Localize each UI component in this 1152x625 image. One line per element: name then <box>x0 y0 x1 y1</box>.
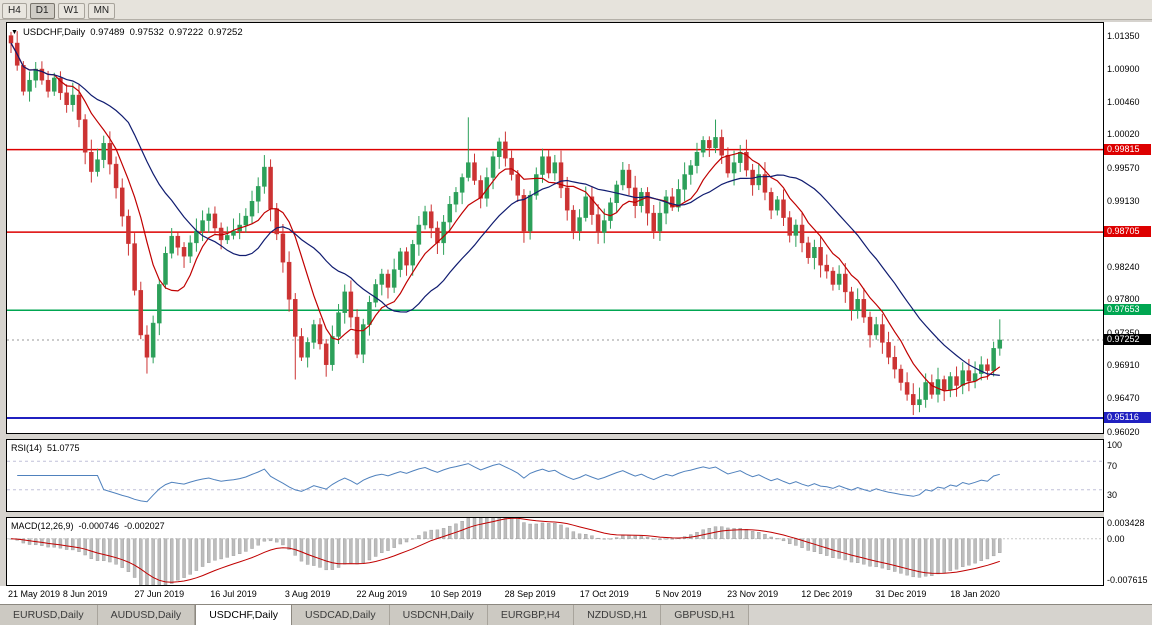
date-label: 8 Jun 2019 <box>62 589 108 599</box>
current-price-badge: 0.97252 <box>1104 334 1151 345</box>
rsi-line <box>17 463 1000 503</box>
date-label: 28 Sep 2019 <box>504 589 556 599</box>
date-label: 3 Aug 2019 <box>284 589 331 599</box>
chart-tab-audusd[interactable]: AUDUSD,Daily <box>97 605 196 625</box>
macd-header: MACD(12,26,9) -0.000746 -0.002027 <box>11 521 170 531</box>
rsi-chart <box>7 460 1103 503</box>
macd-signal-line <box>10 518 1000 583</box>
date-label: 10 Sep 2019 <box>430 589 482 599</box>
candlestick-series <box>8 31 1003 416</box>
candlestick-chart <box>7 31 1103 419</box>
date-label: 23 Nov 2019 <box>727 589 779 599</box>
date-label: 18 Jan 2020 <box>950 589 1000 599</box>
price-tick-label: 1.00900 <box>1107 64 1140 75</box>
chart-header: ▼ USDCHF,Daily 0.97489 0.97532 0.97222 0.9725… <box>11 27 248 38</box>
price-tick-label: 1.00020 <box>1107 129 1140 140</box>
rsi-pane[interactable]: RSI(14) 51.0775 <box>6 439 1104 512</box>
chart-tab-nzdusd[interactable]: NZDUSD,H1 <box>574 605 662 625</box>
price-tick-label: 1.01350 <box>1107 30 1140 41</box>
chart-tab-eurgbp[interactable]: EURGBP,H4 <box>487 605 575 625</box>
ohlc-close: 0.97252 <box>208 27 243 38</box>
price-tick-label: 0.97350 <box>1107 327 1140 338</box>
timeframe-button-mn[interactable]: MN <box>87 3 116 19</box>
price-level-badge: 0.98705 <box>1104 226 1151 238</box>
price-level-badge: 0.99815 <box>1104 143 1151 155</box>
time-axis: 21 May 2019 8 Jun 2019 27 Jun 2019 16 Jul 2… <box>0 586 1152 604</box>
rsi-label: RSI(14) <box>11 443 43 453</box>
timeframe-toolbar: H4 D1 W1 MN <box>0 0 1152 20</box>
macd-signal-value: -0.002027 <box>124 521 165 531</box>
price-tick-label: 0.97800 <box>1107 294 1140 305</box>
date-label: 16 Jul 2019 <box>210 589 257 599</box>
rsi-tick-label: 30 <box>1107 489 1118 500</box>
timeframe-button-h4[interactable]: H4 <box>2 3 27 19</box>
price-tick-label: 0.98240 <box>1107 261 1140 272</box>
ohlc-open: 0.97489 <box>90 27 125 38</box>
dropdown-arrow-icon: ▼ <box>11 29 18 36</box>
chart-tab-usdchf[interactable]: USDCHF,Daily <box>195 605 293 625</box>
rsi-header: RSI(14) 51.0775 <box>11 443 85 453</box>
chart-tab-bar: EURUSD,Daily AUDUSD,Daily USDCHF,Daily USDC… <box>0 604 1152 625</box>
macd-tick-label: 0.00 <box>1107 533 1125 544</box>
chart-tab-usdcad[interactable]: USDCAD,Daily <box>292 605 390 625</box>
ma-fast-line <box>10 42 1001 392</box>
price-tick-label: 0.99570 <box>1107 162 1140 173</box>
date-label: 22 Aug 2019 <box>356 589 408 599</box>
timeframe-button-w1[interactable]: W1 <box>57 3 85 19</box>
chart-tab-eurusd[interactable]: EURUSD,Daily <box>0 605 98 625</box>
macd-tick-label: 0.003428 <box>1107 518 1145 528</box>
rsi-tick-label: 70 <box>1107 461 1118 472</box>
date-label: 5 Nov 2019 <box>655 589 702 599</box>
date-label: 17 Oct 2019 <box>579 589 629 599</box>
macd-pane[interactable]: MACD(12,26,9) -0.000746 -0.002027 <box>6 517 1104 586</box>
timeframe-button-d1[interactable]: D1 <box>29 3 55 19</box>
chart-tab-gbpusd[interactable]: GBPUSD,H1 <box>661 605 749 625</box>
date-label: 31 Dec 2019 <box>875 589 927 599</box>
price-axis: 1.01350 1.00900 1.00460 1.00020 0.99570 0.991… <box>1104 22 1152 586</box>
ma-slow-line <box>10 42 1000 376</box>
macd-main-value: -0.000746 <box>78 521 120 531</box>
ohlc-high: 0.97532 <box>129 27 164 38</box>
price-tick-label: 1.00460 <box>1107 96 1140 107</box>
price-tick-label: 0.99130 <box>1107 195 1140 206</box>
rsi-value: 51.0775 <box>47 443 80 453</box>
date-label: 27 Jun 2019 <box>134 589 185 599</box>
macd-label: MACD(12,26,9) <box>11 521 74 531</box>
macd-tick-label: -0.007615 <box>1107 575 1148 585</box>
chart-title: USDCHF,Daily <box>22 27 86 38</box>
price-tick-label: 0.96470 <box>1107 393 1140 404</box>
rsi-tick-label: 100 <box>1107 440 1123 450</box>
price-chart-pane[interactable]: ▼ USDCHF,Daily 0.97489 0.97532 0.97222 0.9725… <box>6 22 1104 434</box>
macd-chart <box>7 518 1103 585</box>
ohlc-low: 0.97222 <box>168 27 204 38</box>
date-label: 12 Dec 2019 <box>801 589 853 599</box>
price-level-badge: 0.95116 <box>1104 412 1151 423</box>
date-label: 21 May 2019 <box>8 589 61 599</box>
chart-tab-usdcnh[interactable]: USDCNH,Daily <box>389 605 488 625</box>
price-tick-label: 0.96910 <box>1107 360 1140 371</box>
price-level-badge: 0.97653 <box>1104 304 1151 316</box>
price-tick-label: 0.96020 <box>1107 426 1140 437</box>
